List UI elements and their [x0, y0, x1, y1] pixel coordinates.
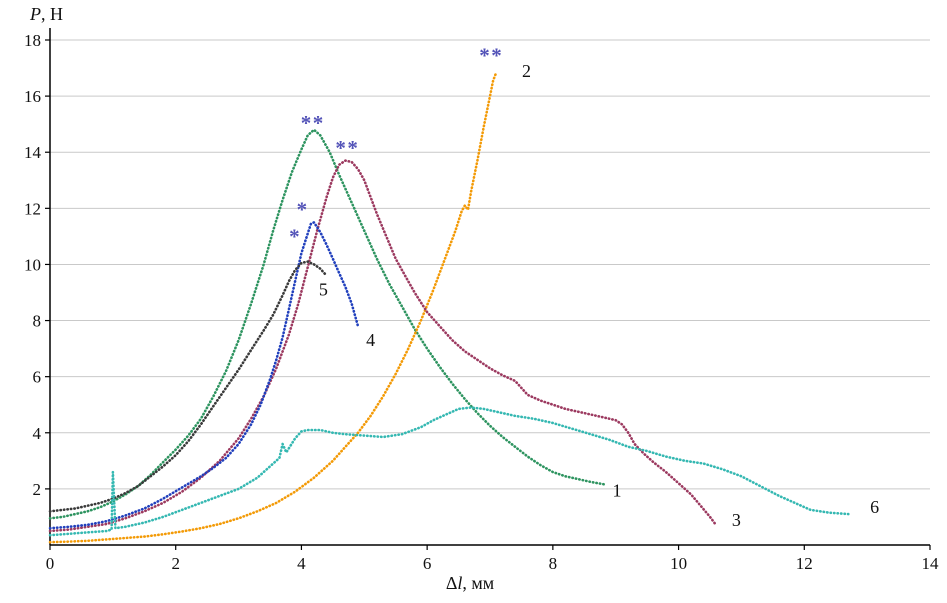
significance-asterisk: ** — [335, 136, 359, 160]
x-tick-label: 2 — [171, 554, 180, 573]
significance-asterisk: ** — [301, 111, 325, 135]
y-axis-title: P, Н — [29, 4, 63, 24]
series-4-curve — [48, 221, 360, 530]
x-tick-label: 10 — [670, 554, 687, 573]
curve-label-2: 2 — [522, 61, 531, 81]
x-tick-label: 0 — [46, 554, 55, 573]
y-tick-label: 16 — [24, 87, 41, 106]
y-tick-label: 10 — [24, 255, 41, 274]
y-tick-label: 4 — [33, 424, 42, 443]
significance-asterisk: * — [297, 198, 309, 222]
curve-label-3: 3 — [732, 510, 741, 530]
x-tick-label: 4 — [297, 554, 306, 573]
x-tick-label: 6 — [423, 554, 432, 573]
y-tick-label: 2 — [33, 480, 42, 499]
y-tick-label: 6 — [33, 368, 42, 387]
curve-label-1: 1 — [612, 480, 621, 500]
series-2-curve — [48, 71, 498, 544]
significance-asterisk: * — [289, 224, 301, 248]
series-3-curve — [48, 159, 718, 533]
y-tick-label: 18 — [24, 31, 41, 50]
y-tick-label: 12 — [24, 199, 41, 218]
series-6-curve — [48, 406, 850, 537]
curve-label-4: 4 — [366, 330, 375, 350]
x-tick-label: 14 — [922, 554, 940, 573]
curve-label-5: 5 — [319, 280, 328, 300]
x-axis-title: Δl, мм — [446, 573, 494, 593]
y-tick-label: 8 — [33, 312, 42, 331]
y-tick-label: 14 — [24, 143, 42, 162]
x-tick-label: 8 — [549, 554, 558, 573]
curve-label-6: 6 — [870, 497, 879, 517]
series-1-curve — [48, 128, 608, 520]
series-5-curve — [48, 260, 328, 513]
x-tick-label: 12 — [796, 554, 813, 573]
significance-asterisk: ** — [479, 43, 503, 67]
